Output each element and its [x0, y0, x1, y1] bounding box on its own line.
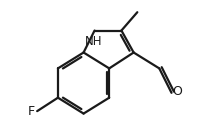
Text: F: F — [28, 105, 35, 118]
Text: NH: NH — [85, 35, 102, 48]
Text: O: O — [173, 85, 183, 98]
